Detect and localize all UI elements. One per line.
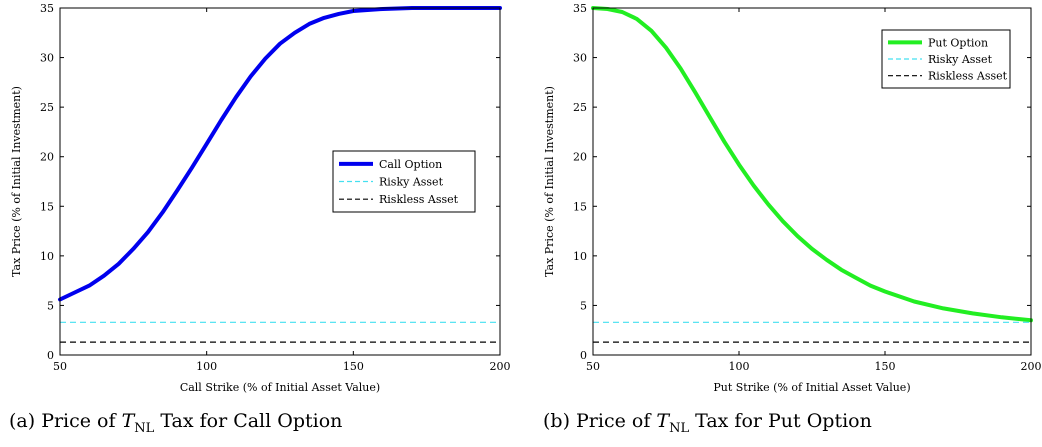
x-tick-label: 100: [196, 360, 217, 373]
legend-label-risky-asset: Risky Asset: [928, 53, 993, 66]
x-tick-label: 150: [343, 360, 364, 373]
caption-prefix: (b) Price of: [543, 410, 657, 432]
y-tick-label: 10: [40, 250, 54, 263]
y-tick-label: 0: [580, 349, 587, 362]
legend-label-put-option: Put Option: [928, 36, 988, 49]
call-chart-caption: (a) Price of TNL Tax for Call Option: [9, 410, 342, 436]
y-tick-label: 20: [573, 151, 587, 164]
caption-math-main: T: [121, 410, 135, 432]
legend-box: [881, 29, 1011, 89]
plot-area-frame: [59, 7, 501, 356]
caption-math-sub: NL: [134, 420, 155, 436]
chart-panel-call: 50 100 150 200 0 5 10 15 20 25 30 35 Call Strike (% …: [9, 2, 511, 436]
y-tick-label: 5: [580, 299, 587, 312]
legend-label-riskless-asset: Riskless Asset: [379, 193, 459, 206]
y-axis-label: Tax Price (% of Initial Investment): [10, 86, 23, 277]
y-tick-label: 30: [573, 52, 587, 65]
legend-label-call-option: Call Option: [379, 158, 442, 171]
caption-prefix: (a) Price of: [9, 410, 122, 432]
put-option-chart: 50 100 150 200 0 5 10 15 20 25 30 35 Put Strike (% o…: [543, 2, 1042, 394]
y-tick-label: 35: [573, 2, 587, 15]
x-tick-label: 100: [729, 360, 750, 373]
caption-suffix: Tax for Put Option: [689, 410, 872, 432]
chart-panel-put: 50 100 150 200 0 5 10 15 20 25 30 35 Put Strike (% o…: [521, 0, 1042, 447]
caption-math-sub: NL: [669, 420, 690, 436]
x-tick-label: 150: [875, 360, 896, 373]
y-tick-label: 25: [40, 101, 54, 114]
x-tick-label: 200: [1021, 360, 1042, 373]
x-tick-label: 50: [53, 360, 67, 373]
y-tick-label: 15: [573, 200, 587, 213]
y-tick-label: 30: [40, 52, 54, 65]
y-tick-label: 25: [573, 101, 587, 114]
legend: Put Option Risky Asset Riskless Asset: [881, 29, 1011, 89]
y-tick-label: 35: [40, 2, 54, 15]
x-axis-label: Call Strike (% of Initial Asset Value): [180, 381, 380, 394]
legend: Call Option Risky Asset Riskless Asset: [332, 150, 476, 213]
series-line-call-option: [58, 6, 502, 302]
series-line-put-option: [591, 6, 1033, 323]
y-tick-label: 5: [47, 299, 54, 312]
y-tick-label: 0: [47, 349, 54, 362]
caption-math: TNL: [121, 410, 155, 436]
put-chart-caption: (b) Price of TNL Tax for Put Option: [543, 410, 872, 436]
y-axis-label: Tax Price (% of Initial Investment): [543, 86, 556, 277]
y-tick-label: 10: [573, 250, 587, 263]
caption-suffix: Tax for Call Option: [154, 410, 343, 432]
y-tick-label: 15: [40, 200, 54, 213]
y-tick-label: 20: [40, 151, 54, 164]
caption-math-main: T: [656, 410, 670, 432]
legend-label-risky-asset: Risky Asset: [379, 176, 444, 189]
x-axis-label: Put Strike (% of Initial Asset Value): [713, 381, 910, 394]
plot-area-frame: [592, 7, 1032, 356]
x-tick-label: 50: [586, 360, 600, 373]
call-option-chart: 50 100 150 200 0 5 10 15 20 25 30 35 Call Strike (% …: [10, 2, 511, 394]
legend-label-riskless-asset: Riskless Asset: [928, 70, 1008, 83]
x-tick-label: 200: [490, 360, 511, 373]
caption-math: TNL: [656, 410, 689, 436]
